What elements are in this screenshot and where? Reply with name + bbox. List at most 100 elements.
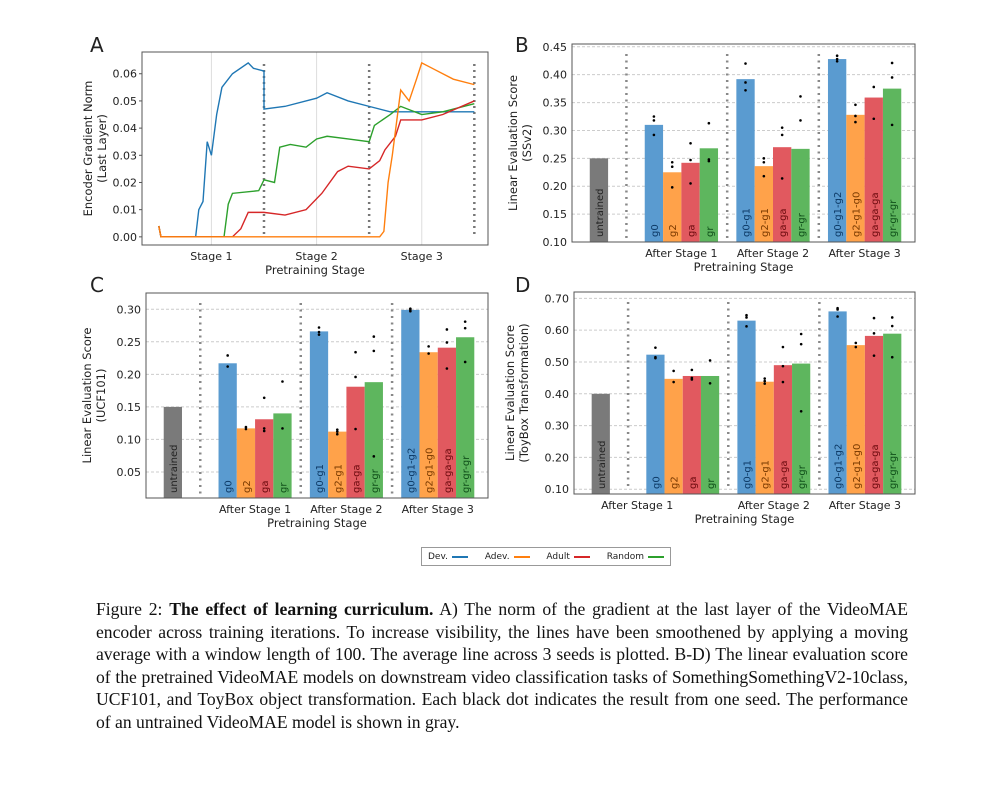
bar-label: gr-gr-gr xyxy=(461,455,472,493)
seed-dot xyxy=(708,359,712,362)
seed-dot xyxy=(744,81,747,84)
seed-dot xyxy=(762,160,766,164)
seed-dot xyxy=(780,177,784,180)
seed-dot xyxy=(354,350,357,354)
bar xyxy=(700,375,720,494)
seed-dot xyxy=(652,133,656,137)
legend-label: Random xyxy=(606,551,644,562)
bar-label: gr-gr xyxy=(796,212,807,237)
y-tick-label: 0.45 xyxy=(543,41,568,54)
bar xyxy=(664,378,683,494)
seed-dot xyxy=(427,352,430,355)
y-axis-label: (Last Layer) xyxy=(95,114,109,183)
seed-dot xyxy=(445,367,449,370)
seed-dot xyxy=(763,377,767,380)
bar-label: g0-g1 xyxy=(743,460,754,489)
seed-dot xyxy=(799,342,803,346)
x-tick-label: Stage 1 xyxy=(190,250,232,263)
y-tick-label: 0.70 xyxy=(545,292,570,305)
seed-dot xyxy=(781,364,785,368)
y-tick-label: 0.30 xyxy=(545,420,570,433)
y-tick-label: 0.10 xyxy=(117,433,142,446)
x-group-label: After Stage 2 xyxy=(310,503,382,516)
bar xyxy=(699,148,719,242)
bar xyxy=(864,97,883,242)
y-tick-label: 0.06 xyxy=(113,68,138,81)
y-tick-label: 0.60 xyxy=(545,324,570,337)
bar xyxy=(273,413,292,498)
seed-dot xyxy=(835,54,839,58)
seed-dot xyxy=(854,120,857,124)
legend-item-adult: Adult xyxy=(546,552,590,562)
bar-label: ga-ga-ga xyxy=(870,444,881,489)
bar-label: g0-g1-g2 xyxy=(834,444,845,489)
y-tick-label: 0.10 xyxy=(545,483,570,496)
legend-swatch xyxy=(647,555,664,558)
bar-label: g2-g1 xyxy=(760,208,771,237)
bar xyxy=(754,166,773,242)
y-tick-label: 0.50 xyxy=(545,356,570,369)
bar xyxy=(828,311,847,494)
plot-frame xyxy=(141,51,489,246)
caption-label: Figure 2: xyxy=(96,599,163,619)
y-tick-label: 0.05 xyxy=(113,95,138,108)
caption-title: The effect of learning curriculum. xyxy=(169,599,434,619)
panel-letter: A xyxy=(90,33,104,57)
bar xyxy=(255,419,274,498)
seed-dot xyxy=(689,141,692,145)
bar xyxy=(591,393,610,494)
seed-dot xyxy=(463,360,467,364)
seed-dot xyxy=(372,455,376,458)
seed-dot xyxy=(463,326,467,330)
y-tick-label: 0.30 xyxy=(117,303,142,316)
seed-dot xyxy=(372,349,376,353)
seed-dot xyxy=(835,59,839,63)
bar-label: ga xyxy=(260,481,271,493)
y-tick-label: 0.01 xyxy=(113,204,138,217)
bar xyxy=(864,335,884,494)
y-axis-label: (ToyBox Transformation) xyxy=(517,323,531,462)
seed-dot xyxy=(654,346,657,349)
seed-dot xyxy=(781,345,785,349)
seed-dot xyxy=(226,354,229,357)
bar xyxy=(772,147,792,242)
x-group-label: After Stage 1 xyxy=(219,503,291,516)
bar-label: g0-g1-g2 xyxy=(406,448,417,493)
seed-dot xyxy=(744,62,747,65)
y-tick-label: 0.05 xyxy=(117,466,142,479)
bar-label: untrained xyxy=(597,441,608,489)
series-line-random xyxy=(158,102,475,238)
bar xyxy=(827,59,847,242)
bar xyxy=(456,337,475,498)
bar-label: untrained xyxy=(595,189,606,237)
seed-dot xyxy=(799,119,802,122)
bar xyxy=(646,354,665,494)
x-tick-label: Stage 3 xyxy=(401,250,443,263)
y-axis-label: (SSv2) xyxy=(520,124,534,162)
bar xyxy=(236,428,256,498)
seed-dot xyxy=(262,396,266,400)
y-axis-label: Linear Evaluation Score xyxy=(506,75,520,211)
seed-dot xyxy=(654,356,657,360)
seed-dot xyxy=(409,309,412,313)
seed-dot xyxy=(672,369,675,373)
bar-label: g2-g1 xyxy=(333,464,344,493)
seed-dot xyxy=(335,432,339,436)
seed-dot xyxy=(672,380,675,384)
seed-dot xyxy=(690,378,694,381)
seed-dot xyxy=(762,174,766,178)
bar-label: gr-gr xyxy=(797,464,808,489)
bar xyxy=(682,375,701,494)
plot-frame xyxy=(571,43,916,243)
bar xyxy=(328,431,347,498)
seed-dot xyxy=(745,325,748,328)
seed-dot xyxy=(762,157,766,160)
y-axis-label: Linear Evaluation Score xyxy=(80,328,94,464)
caption-body: A) The norm of the gradient at the last … xyxy=(96,599,908,732)
bar xyxy=(437,347,457,498)
seed-dot xyxy=(372,335,376,338)
y-tick-label: 0.25 xyxy=(543,152,568,165)
legend: Dev. Adev. Adult Random xyxy=(421,547,671,566)
x-tick-label: Stage 2 xyxy=(295,250,337,263)
bar xyxy=(792,363,811,494)
